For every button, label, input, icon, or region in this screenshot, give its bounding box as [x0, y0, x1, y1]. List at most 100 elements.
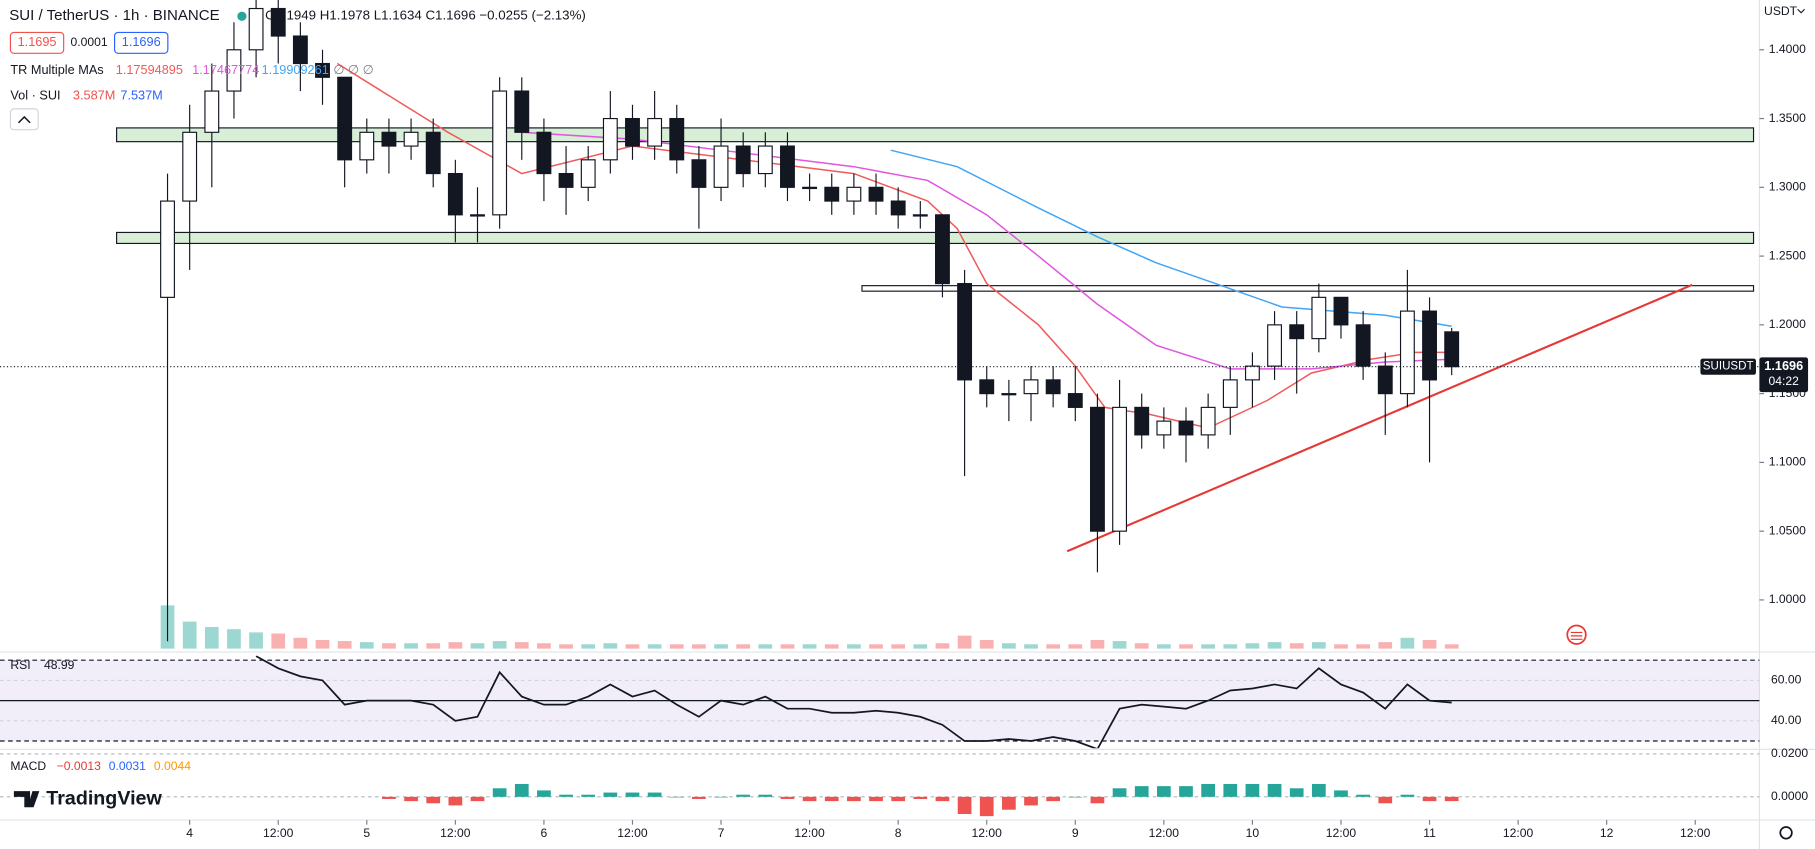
volume-bar [869, 644, 883, 649]
volume-bar [758, 644, 773, 649]
macd-value: 0.0044 [154, 759, 191, 773]
bid: 1.1695 [18, 34, 57, 49]
macd-histogram-bar [1444, 796, 1459, 802]
volume-bar [382, 643, 396, 649]
macd-histogram-bar [1334, 790, 1348, 797]
candle-body [1422, 310, 1437, 381]
rsi-value: 48.99 [44, 658, 75, 672]
macd-histogram-bar [869, 796, 883, 802]
candle-body [669, 117, 685, 161]
macd-histogram-bar [1156, 786, 1171, 797]
y-tick-label: 1.4000 [1769, 42, 1806, 56]
x-tick-label: 12:00 [972, 826, 1003, 840]
ask: 1.1696 [122, 34, 161, 49]
candle-body [1112, 406, 1128, 532]
candle-body [204, 90, 220, 133]
price-label-box [1759, 357, 1809, 393]
x-tick-label: 10 [1246, 826, 1260, 840]
macd-histogram-bar [1090, 796, 1105, 804]
volume-bar [1334, 644, 1348, 649]
macd-histogram-bar [1311, 783, 1326, 797]
volume-bar [1245, 643, 1260, 649]
y-tick-label: 1.2500 [1769, 248, 1806, 262]
rsi-tick-label: 40.00 [1771, 713, 1802, 727]
volume-bar [1223, 644, 1238, 649]
x-tick-label: 12:00 [263, 826, 294, 840]
macd-histogram-bar [802, 796, 817, 802]
volume-bar [337, 641, 352, 649]
macd-histogram-bar [1378, 796, 1393, 804]
ma-legend-value: 1.19909261 [262, 62, 329, 77]
candle-body [381, 131, 397, 147]
volume-bar [1444, 644, 1459, 649]
macd-value: −0.0013 [57, 759, 101, 773]
ma-legend-value: 1.17594895 [116, 62, 183, 77]
brand-logo [13, 791, 40, 808]
volume-bar [891, 644, 906, 649]
candle-body [625, 117, 640, 147]
macd-histogram-bar [1179, 786, 1193, 797]
settings-icon[interactable] [1779, 826, 1793, 840]
candle-body [912, 214, 928, 217]
vol-legend-name: Vol · SUI [10, 87, 60, 102]
symbol-title: SUI / TetherUS · 1h · BINANCE [9, 7, 219, 24]
candle-body [182, 131, 198, 202]
currency-caret [1797, 8, 1805, 14]
volume-bar [426, 643, 441, 649]
candle-body [425, 131, 441, 175]
candle-body [757, 145, 773, 175]
candle-body [979, 379, 995, 395]
candle-body [1178, 420, 1194, 436]
volume-bar [802, 644, 817, 649]
macd-histogram-bar [559, 794, 573, 797]
macd-histogram-bar [1134, 786, 1149, 797]
price-pane [0, 0, 1760, 649]
candle-body [447, 172, 463, 216]
candle-body [1222, 379, 1238, 408]
bid-box[interactable] [9, 31, 65, 54]
volume-bar [559, 644, 573, 649]
candle-body [580, 159, 596, 188]
candle-body [1134, 406, 1150, 436]
candle-body [1333, 296, 1349, 326]
x-tick-label: 12:00 [794, 826, 825, 840]
candle-body [1399, 310, 1415, 395]
candle-body [536, 131, 552, 175]
macd-histogram-bar [382, 796, 396, 799]
currency[interactable]: USDT [1764, 4, 1798, 18]
candle-body [1289, 324, 1305, 340]
candle-body [226, 49, 242, 92]
rsi-name: RSI [10, 658, 30, 672]
candle-body [1089, 406, 1105, 532]
y-tick-label: 1.1000 [1769, 455, 1806, 469]
ask-box[interactable] [114, 31, 169, 54]
volume-bar [359, 642, 374, 649]
volume-bar [1289, 643, 1304, 649]
macd-histogram-bar [1002, 796, 1016, 810]
candle-body [846, 186, 862, 202]
events-icon[interactable] [1566, 624, 1587, 645]
macd-histogram-bar [1267, 783, 1282, 797]
y-tick-label: 1.0000 [1769, 592, 1806, 606]
macd-histogram-bar [669, 796, 684, 798]
macd-value: 0.0031 [109, 759, 146, 773]
y-tick-label: 1.0500 [1769, 523, 1806, 537]
price-symbol: SUIUSDT [1703, 361, 1754, 373]
volume-bar [913, 644, 928, 649]
candle-body [514, 90, 530, 133]
macd-histogram-bar [736, 794, 751, 797]
x-tick-label: 8 [895, 826, 902, 840]
volume-bar [736, 644, 751, 649]
macd-histogram-bar [603, 792, 618, 797]
candle-body [1067, 393, 1083, 408]
x-tick-label: 12:00 [1503, 826, 1534, 840]
candle-body [337, 76, 353, 161]
x-tick-label: 12 [1600, 826, 1614, 840]
candle-body [1267, 324, 1283, 367]
volume-bar [669, 644, 684, 649]
collapse-button[interactable] [9, 108, 39, 131]
y-tick-label: 1.3000 [1769, 180, 1806, 194]
macd-histogram-bar [1356, 794, 1370, 797]
